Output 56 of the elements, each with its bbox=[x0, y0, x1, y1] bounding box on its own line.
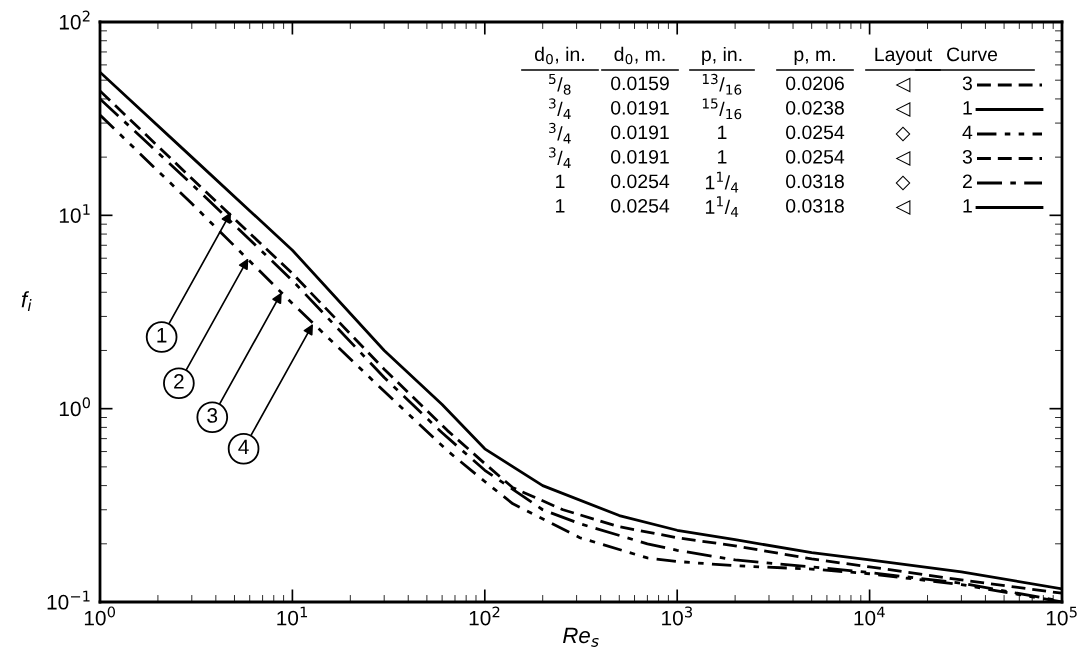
annotation: 0.0238 bbox=[786, 100, 844, 115]
annotation: 1 bbox=[963, 101, 972, 115]
annotation: 0.0191 bbox=[611, 125, 669, 140]
annotation: 0.0254 bbox=[786, 125, 845, 140]
annotation: Curve bbox=[947, 47, 998, 62]
annotation: d$_{0}$, m. bbox=[614, 46, 665, 65]
x-tick-label: 10$^{4}$ bbox=[854, 606, 885, 626]
annotation: 1 bbox=[718, 125, 727, 140]
annotation: 0.0191 bbox=[611, 100, 669, 115]
annotation: 1 bbox=[157, 328, 167, 343]
annotation: 0.0159 bbox=[611, 76, 669, 91]
annotation: $^{15}$/$_{16}$ bbox=[702, 98, 742, 120]
annotation: $^{3}$/$_{4}$ bbox=[549, 122, 571, 144]
annotation: 2 bbox=[962, 174, 972, 189]
annotation: 0.0254 bbox=[611, 198, 670, 213]
annotation: 0.0254 bbox=[611, 174, 670, 189]
annotation: ◁ bbox=[895, 102, 911, 117]
annotation: $^{5}$/$_{8}$ bbox=[549, 73, 571, 95]
annotation: 0.0318 bbox=[786, 198, 844, 213]
x-axis-title: Re$_{s}$ bbox=[563, 627, 599, 647]
annotation: ◁ bbox=[895, 200, 911, 215]
annotation: $^{13}$/$_{16}$ bbox=[702, 73, 742, 95]
x-tick-label: 10$^{3}$ bbox=[662, 606, 693, 626]
annotation: $^{3}$/$_{4}$ bbox=[549, 147, 571, 169]
annotation: d$_{0}$, in. bbox=[534, 46, 584, 65]
annotation: 1$^{1}$/$_{4}$ bbox=[705, 171, 739, 193]
annotation: 4 bbox=[238, 439, 249, 455]
annotation: 1 bbox=[556, 174, 565, 189]
annotation: ◇ bbox=[895, 175, 911, 191]
x-tick-label: 10$^{2}$ bbox=[469, 606, 500, 626]
annotation: p, m. bbox=[794, 50, 835, 66]
annotation: $^{3}$/$_{4}$ bbox=[549, 98, 571, 120]
annotation: ◁ bbox=[895, 77, 911, 93]
annotation: 0.0254 bbox=[786, 149, 845, 164]
annotation: 0.0191 bbox=[611, 149, 669, 164]
y-axis-title: f$_{i}$ bbox=[21, 291, 32, 311]
annotation: Layout bbox=[875, 47, 933, 66]
y-tick-label: 10$^{2}$ bbox=[59, 10, 90, 30]
x-tick-label: 10$^{5}$ bbox=[1046, 606, 1077, 626]
annotation: 3 bbox=[962, 149, 972, 164]
annotation: 1 bbox=[718, 150, 727, 164]
annotation: 0.0318 bbox=[786, 174, 844, 189]
x-tick-label: 10$^{1}$ bbox=[277, 606, 308, 626]
annotation: ◇ bbox=[895, 126, 911, 142]
y-tick-label: 10$^{1}$ bbox=[59, 204, 90, 223]
y-tick-label: 10$^{0}$ bbox=[59, 397, 91, 417]
annotation: 4 bbox=[962, 125, 973, 140]
annotation: 1$^{1}$/$_{4}$ bbox=[705, 196, 739, 217]
annotation: ◁ bbox=[895, 151, 911, 166]
annotation: 1 bbox=[963, 199, 972, 213]
annotation: 1 bbox=[556, 199, 565, 213]
annotation: 0.0206 bbox=[786, 76, 844, 91]
annotation: p, in. bbox=[702, 46, 742, 66]
annotation: 3 bbox=[207, 408, 218, 423]
annotation: 2 bbox=[174, 374, 184, 389]
annotation: 3 bbox=[962, 76, 972, 91]
